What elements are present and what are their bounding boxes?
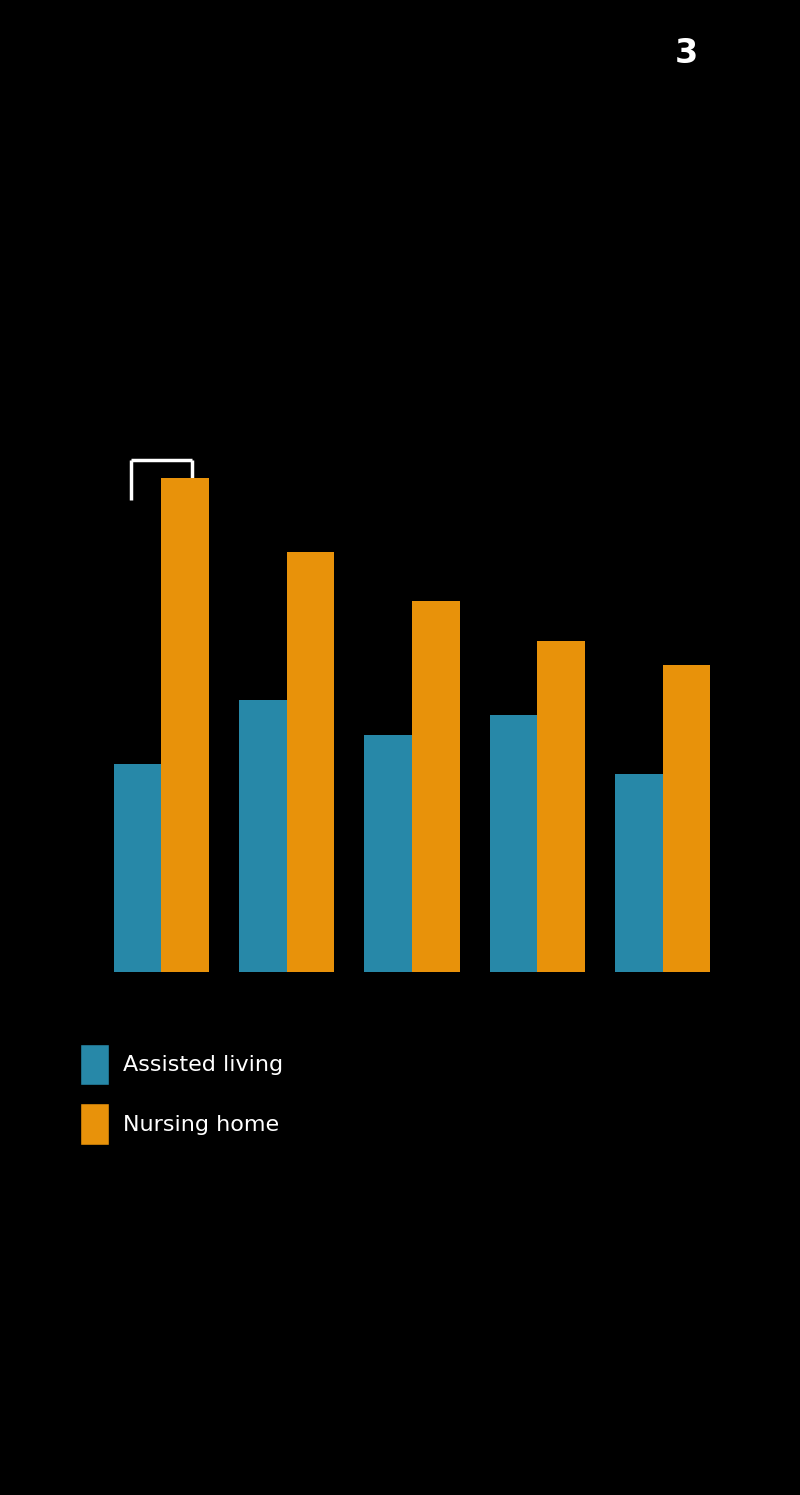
Text: 3: 3 — [674, 36, 698, 70]
Bar — [286, 552, 334, 972]
Bar — [162, 478, 209, 972]
Text: Nursing home: Nursing home — [123, 1115, 279, 1135]
Bar — [538, 641, 585, 972]
FancyBboxPatch shape — [80, 1103, 109, 1145]
Bar — [662, 665, 710, 972]
Bar — [239, 700, 286, 972]
Bar — [364, 734, 412, 972]
FancyBboxPatch shape — [80, 1044, 109, 1085]
Bar — [615, 774, 662, 972]
Bar — [490, 715, 538, 972]
Bar — [114, 764, 162, 972]
Bar — [412, 601, 460, 972]
Text: Assisted living: Assisted living — [123, 1055, 283, 1075]
